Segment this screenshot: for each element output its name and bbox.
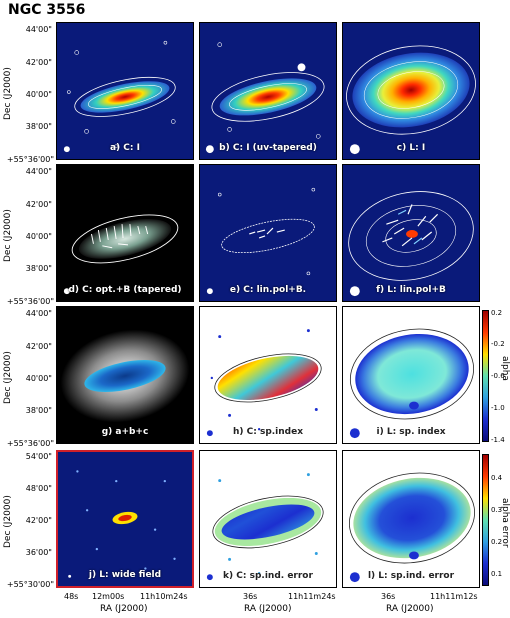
panel-d-optical-bfield: d) C: opt.+B (tapered) (56, 164, 194, 302)
dec-tick: 38'00" (25, 406, 52, 415)
panel-f-l-linear-pol: f) L: lin.pol+B (342, 164, 480, 302)
panel-i-label: i) L: sp. index (376, 427, 446, 437)
ra-axis-title-col2: RA (J2000) (244, 604, 292, 614)
ra-tick: 11h10m24s (140, 592, 188, 601)
ra-tick: 11h11m12s (430, 592, 478, 601)
panel-d-label: d) C: opt.+B (tapered) (68, 285, 182, 295)
panel-f-label: f) L: lin.pol+B (376, 285, 446, 295)
dec-tick: 40'00" (25, 374, 52, 383)
dec-tick: 42'00" (25, 200, 52, 209)
panel-g-label: g) a+b+c (101, 427, 149, 437)
figure-title: NGC 3556 (8, 2, 86, 18)
panel-l-label: l) L: sp.ind. error (367, 571, 455, 581)
dec-tick: 44'00" (25, 309, 52, 318)
dec-tick: 44'00" (25, 167, 52, 176)
panel-b-c-intensity-tapered: b) C: I (uv-tapered) (199, 22, 337, 160)
alpha-tick: -0.6 (491, 372, 505, 380)
dec-tick: 42'00" (25, 342, 52, 351)
dec-tick: +55°30'00" (6, 580, 54, 589)
panel-l-l-spectral-index-error: l) L: sp.ind. error (342, 450, 480, 588)
alpha-error-colorbar-title: alpha error (500, 498, 510, 548)
dec-tick: +55°36'00" (6, 439, 54, 448)
dec-tick: 44'00" (25, 25, 52, 34)
panel-b-label: b) C: I (uv-tapered) (219, 143, 317, 153)
alpha-error-tick: 0.2 (491, 538, 503, 546)
panel-k-label: k) C: sp.ind. error (223, 571, 313, 581)
ra-tick: 12m00s (92, 592, 125, 601)
dec-tick: 42'00" (25, 58, 52, 67)
ra-tick: 11h11m24s (288, 592, 336, 601)
panel-g-combined: g) a+b+c (56, 306, 194, 444)
ra-axis-title-col1: RA (J2000) (100, 604, 148, 614)
alpha-error-tick: 0.4 (491, 474, 503, 482)
ra-tick: 48s (64, 592, 79, 601)
dec-tick: 36'00" (25, 548, 52, 557)
dec-tick: 48'00" (25, 484, 52, 493)
panel-c-l-intensity: c) L: I (342, 22, 480, 160)
ra-axis-title-col3: RA (J2000) (386, 604, 434, 614)
alpha-colorbar (482, 310, 489, 442)
alpha-error-colorbar (482, 454, 489, 586)
panel-k-c-spectral-index-error: k) C: sp.ind. error (199, 450, 337, 588)
alpha-error-tick: 0.1 (491, 570, 503, 578)
alpha-tick: -0.2 (491, 340, 505, 348)
panel-e-linear-pol: e) C: lin.pol+B. (199, 164, 337, 302)
panel-a-c-intensity: a) C: I (56, 22, 194, 160)
dec-tick: 42'00" (25, 516, 52, 525)
panel-c-label: c) L: I (396, 143, 426, 153)
panel-a-label: a) C: I (109, 143, 140, 153)
alpha-colorbar-title: alpha (500, 356, 510, 381)
ra-tick: 36s (243, 592, 258, 601)
alpha-tick: 0.2 (491, 309, 503, 317)
panel-h-c-spectral-index: h) C: sp.index (199, 306, 337, 444)
dec-tick: 40'00" (25, 90, 52, 99)
dec-tick: +55°36'00" (6, 297, 54, 306)
dec-tick: +55°36'00" (6, 155, 54, 164)
alpha-tick: -1.0 (491, 404, 505, 412)
panel-j-wide-field: j) L: wide field (56, 450, 194, 588)
panel-i-l-spectral-index: i) L: sp. index (342, 306, 480, 444)
dec-tick: 54'00" (25, 452, 52, 461)
alpha-tick: -1.4 (491, 436, 505, 444)
ra-tick: 36s (381, 592, 396, 601)
dec-tick: 40'00" (25, 232, 52, 241)
dec-tick: 38'00" (25, 122, 52, 131)
alpha-error-tick: 0.3 (491, 506, 503, 514)
dec-tick: 38'00" (25, 264, 52, 273)
panel-h-label: h) C: sp.index (232, 427, 304, 437)
panel-j-label: j) L: wide field (88, 570, 162, 580)
panel-e-label: e) C: lin.pol+B. (229, 285, 307, 295)
